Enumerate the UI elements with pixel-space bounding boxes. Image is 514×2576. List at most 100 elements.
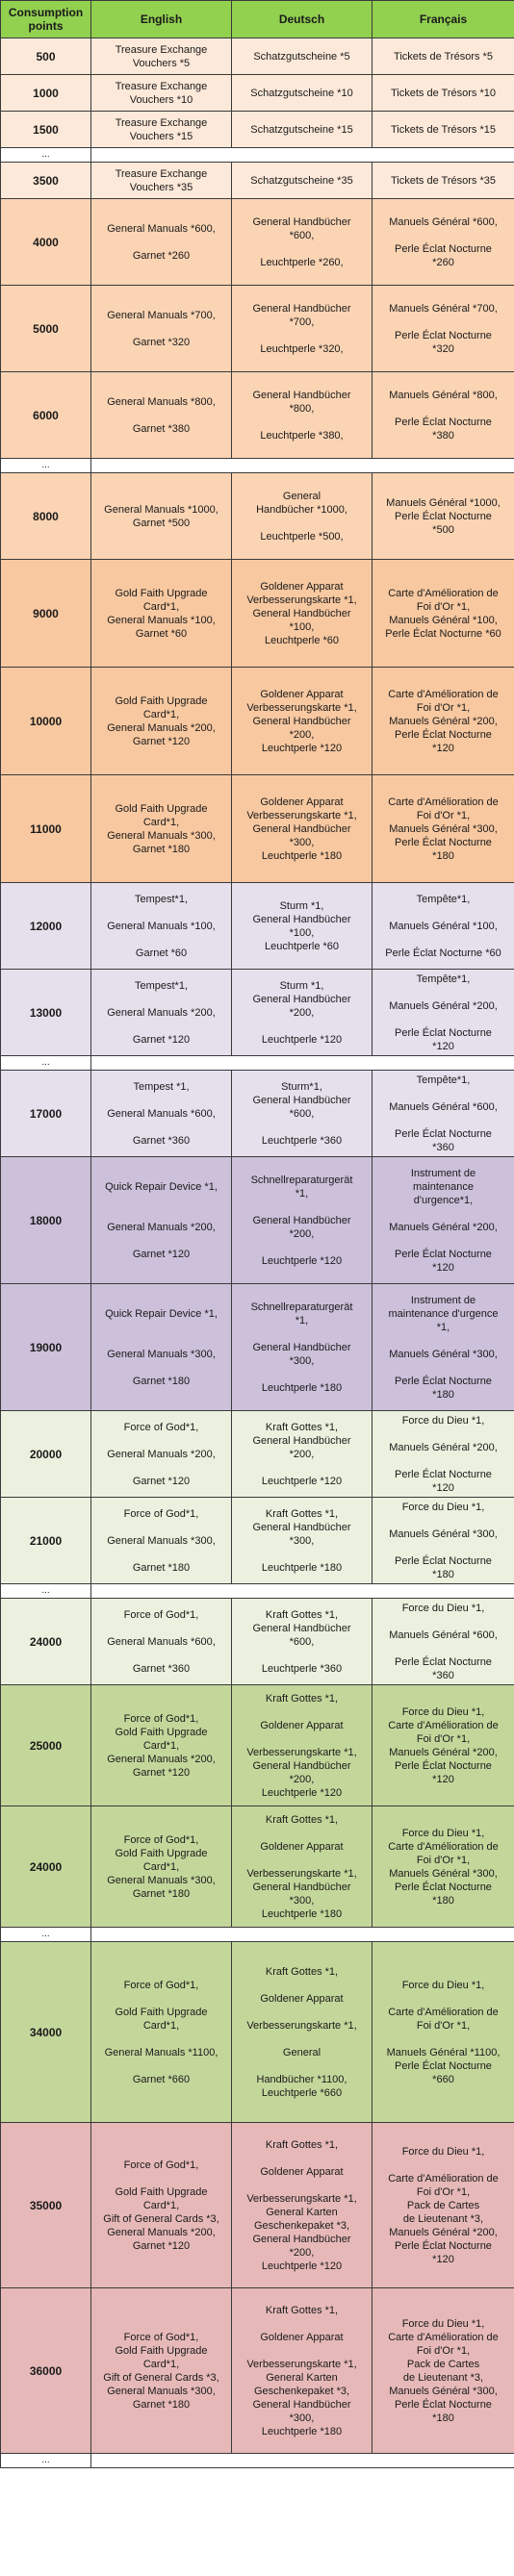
english-cell: Force of God*1, General Manuals *600, Ga… [90, 1598, 232, 1685]
english-cell: Treasure Exchange Vouchers *35 [90, 162, 232, 199]
deutsch-cell: Kraft Gottes *1, General Handbücher *600… [231, 1598, 373, 1685]
points-cell: 1500 [0, 111, 91, 148]
deutsch-cell: Sturm*1, General Handbücher *600, Leucht… [231, 1070, 373, 1157]
english-cell: Treasure Exchange Vouchers *5 [90, 38, 232, 75]
english-cell: Gold Faith Upgrade Card*1, General Manua… [90, 559, 232, 668]
ellipsis-cell: ... [0, 1927, 91, 1942]
points-cell: 34000 [0, 1941, 91, 2123]
deutsch-cell: Kraft Gottes *1, Goldener Apparat Verbes… [231, 2122, 373, 2288]
ellipsis-row: ... [0, 458, 514, 473]
francais-cell: Manuels Général *1000, Perle Éclat Noctu… [372, 472, 514, 560]
francais-cell: Manuels Général *800, Perle Éclat Noctur… [372, 371, 514, 459]
francais-cell: Force du Dieu *1, Manuels Général *600, … [372, 1598, 514, 1685]
francais-cell: Carte d'Amélioration de Foi d'Or *1, Man… [372, 774, 514, 883]
english-cell: Tempest*1, General Manuals *100, Garnet … [90, 882, 232, 970]
table-body: 500 Treasure Exchange Vouchers *5 Schatzgu… [0, 38, 514, 2468]
table-row: 500 Treasure Exchange Vouchers *5 Schatzgu… [0, 38, 514, 75]
english-cell: Force of God*1, General Manuals *200, Ga… [90, 1410, 232, 1498]
table-row: 24000 Force of God*1, Gold Faith Upgrade … [0, 1806, 514, 1928]
deutsch-cell: Kraft Gottes *1, General Handbücher *200… [231, 1410, 373, 1498]
table-row: 11000 Gold Faith Upgrade Card*1, General … [0, 774, 514, 883]
header-francais: Français [372, 0, 514, 38]
deutsch-cell: Schatzgutscheine *5 [231, 38, 373, 75]
francais-cell: Manuels Général *600, Perle Éclat Noctur… [372, 198, 514, 286]
francais-cell: Tickets de Trésors *10 [372, 74, 514, 112]
english-cell: Quick Repair Device *1, General Manuals … [90, 1283, 232, 1411]
francais-cell: Carte d'Amélioration de Foi d'Or *1, Man… [372, 667, 514, 775]
english-cell: Force of God*1, Gold Faith Upgrade Card*… [90, 1806, 232, 1928]
francais-cell: Force du Dieu *1, Carte d'Amélioration d… [372, 1684, 514, 1806]
ellipsis-row: ... [0, 1927, 514, 1942]
table-row: 19000 Quick Repair Device *1, General Man… [0, 1283, 514, 1411]
francais-cell: Tickets de Trésors *15 [372, 111, 514, 148]
table-row: 1500 Treasure Exchange Vouchers *15 Schatz… [0, 111, 514, 148]
points-cell: 24000 [0, 1598, 91, 1685]
english-cell: General Manuals *1000, Garnet *500 [90, 472, 232, 560]
table-row: 13000 Tempest*1, General Manuals *200, Ga… [0, 969, 514, 1056]
table-row: 9000 Gold Faith Upgrade Card*1, General M… [0, 559, 514, 668]
points-cell: 5000 [0, 285, 91, 372]
deutsch-cell: Kraft Gottes *1, Goldener Apparat Verbes… [231, 1684, 373, 1806]
deutsch-cell: Schatzgutscheine *35 [231, 162, 373, 199]
points-cell: 20000 [0, 1410, 91, 1498]
table-row: 24000 Force of God*1, General Manuals *60… [0, 1598, 514, 1685]
table-row: 6000 General Manuals *800, Garnet *380 Gen… [0, 371, 514, 459]
deutsch-cell: General Handbücher *800, Leuchtperle *38… [231, 371, 373, 459]
table-row: 1000 Treasure Exchange Vouchers *10 Schatz… [0, 74, 514, 112]
points-cell: 36000 [0, 2287, 91, 2454]
ellipsis-cell: ... [0, 2453, 91, 2468]
table-row: 8000 General Manuals *1000, Garnet *500 Ge… [0, 472, 514, 560]
ellipsis-spacer [90, 1055, 514, 1071]
table-row: 36000 Force of God*1, Gold Faith Upgrade … [0, 2287, 514, 2454]
deutsch-cell: Goldener Apparat Verbesserungskarte *1, … [231, 667, 373, 775]
francais-cell: Carte d'Amélioration de Foi d'Or *1, Man… [372, 559, 514, 668]
points-cell: 35000 [0, 2122, 91, 2288]
ellipsis-spacer [90, 147, 514, 163]
ellipsis-cell: ... [0, 458, 91, 473]
ellipsis-row: ... [0, 1055, 514, 1071]
table-row: 35000 Force of God*1, Gold Faith Upgrade … [0, 2122, 514, 2288]
deutsch-cell: Sturm *1, General Handbücher *100, Leuch… [231, 882, 373, 970]
ellipsis-spacer [90, 1927, 514, 1942]
deutsch-cell: Kraft Gottes *1, Goldener Apparat Verbes… [231, 1941, 373, 2123]
ellipsis-spacer [90, 1583, 514, 1599]
francais-cell: Force du Dieu *1, Carte d'Amélioration d… [372, 2122, 514, 2288]
header-english: English [90, 0, 232, 38]
english-cell: Gold Faith Upgrade Card*1, General Manua… [90, 667, 232, 775]
points-cell: 8000 [0, 472, 91, 560]
table-row: 34000 Force of God*1, Gold Faith Upgrade … [0, 1941, 514, 2123]
points-cell: 18000 [0, 1156, 91, 1284]
francais-cell: Force du Dieu *1, Carte d'Amélioration d… [372, 1806, 514, 1928]
francais-cell: Force du Dieu *1, Manuels Général *200, … [372, 1410, 514, 1498]
deutsch-cell: Kraft Gottes *1, Goldener Apparat Verbes… [231, 2287, 373, 2454]
table-row: 25000 Force of God*1, Gold Faith Upgrade … [0, 1684, 514, 1806]
table-row: 3500 Treasure Exchange Vouchers *35 Schatz… [0, 162, 514, 199]
points-cell: 4000 [0, 198, 91, 286]
points-cell: 9000 [0, 559, 91, 668]
points-cell: 3500 [0, 162, 91, 199]
francais-cell: Force du Dieu *1, Carte d'Amélioration d… [372, 2287, 514, 2454]
points-cell: 12000 [0, 882, 91, 970]
english-cell: Treasure Exchange Vouchers *15 [90, 111, 232, 148]
table-row: 18000 Quick Repair Device *1, General Man… [0, 1156, 514, 1284]
points-cell: 11000 [0, 774, 91, 883]
rewards-table: Consumption points English Deutsch Franç… [0, 0, 514, 2468]
ellipsis-cell: ... [0, 147, 91, 163]
francais-cell: Tempête*1, Manuels Général *600, Perle É… [372, 1070, 514, 1157]
points-cell: 25000 [0, 1684, 91, 1806]
deutsch-cell: Kraft Gottes *1, General Handbücher *300… [231, 1497, 373, 1584]
english-cell: Force of God*1, General Manuals *300, Ga… [90, 1497, 232, 1584]
deutsch-cell: Sturm *1, General Handbücher *200, Leuch… [231, 969, 373, 1056]
ellipsis-cell: ... [0, 1583, 91, 1599]
deutsch-cell: Schatzgutscheine *15 [231, 111, 373, 148]
points-cell: 21000 [0, 1497, 91, 1584]
table-row: 17000 Tempest *1, General Manuals *600, G… [0, 1070, 514, 1157]
deutsch-cell: Goldener Apparat Verbesserungskarte *1, … [231, 774, 373, 883]
table-row: 4000 General Manuals *600, Garnet *260 Gen… [0, 198, 514, 286]
header-row: Consumption points English Deutsch Franç… [0, 0, 514, 38]
deutsch-cell: Goldener Apparat Verbesserungskarte *1, … [231, 559, 373, 668]
ellipsis-spacer [90, 458, 514, 473]
english-cell: Force of God*1, Gold Faith Upgrade Card*… [90, 1684, 232, 1806]
ellipsis-row: ... [0, 2453, 514, 2468]
points-cell: 500 [0, 38, 91, 75]
